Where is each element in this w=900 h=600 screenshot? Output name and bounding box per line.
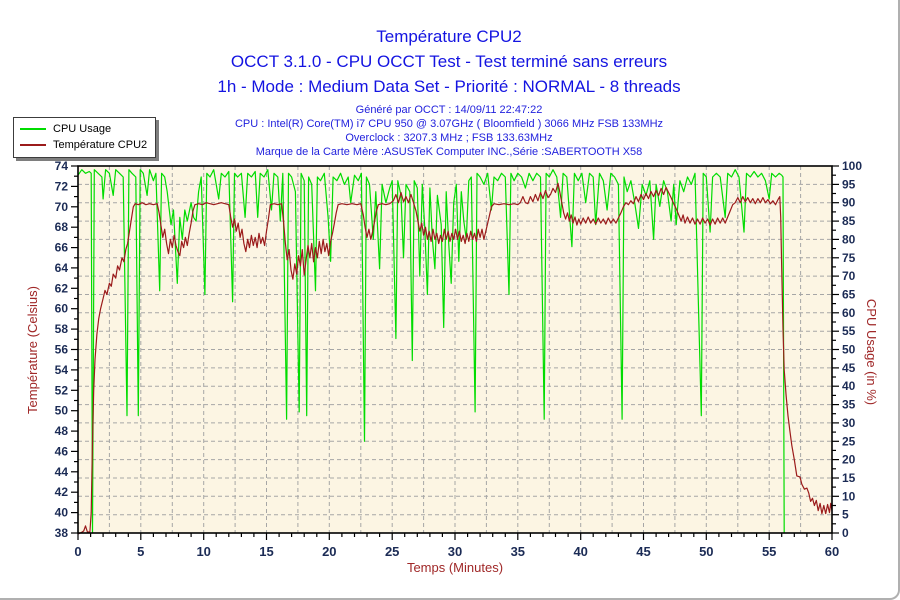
y-right-tick-label: 60 xyxy=(842,306,856,320)
y-axis-left-title: Température (Celsius) xyxy=(25,286,40,414)
y-left-tick-label: 44 xyxy=(55,465,69,479)
y-left-tick-label: 42 xyxy=(55,485,69,499)
chart-header: Température CPU2 OCCT 3.1.0 - CPU OCCT T… xyxy=(0,24,898,159)
y-right-tick-label: 70 xyxy=(842,269,856,283)
subtitle-cpu: CPU : Intel(R) Core(TM) i7 CPU 950 @ 3.0… xyxy=(234,118,664,130)
y-left-tick-label: 66 xyxy=(55,241,69,255)
legend-box: CPU Usage Température CPU2 xyxy=(13,117,157,158)
y-left-tick-label: 46 xyxy=(55,444,69,458)
x-axis-tick-label: 30 xyxy=(448,544,462,559)
y-axis-right-title: CPU Usage (in %) xyxy=(864,299,879,405)
legend-item-cpu-usage: CPU Usage xyxy=(20,121,147,137)
x-axis-tick-label: 55 xyxy=(762,544,776,559)
y-left-tick-label: 52 xyxy=(55,383,69,397)
y-left-tick-label: 62 xyxy=(55,281,69,295)
chart-series-layer xyxy=(77,169,833,535)
x-axis-tick-label: 45 xyxy=(636,544,650,559)
y-right-tick-label: 20 xyxy=(842,453,856,467)
x-axis-tick-label: 10 xyxy=(196,544,210,559)
x-axis-tick-label: 35 xyxy=(511,544,525,559)
chart-axes-layer: 0 5 10 15 20 25 30 35 40 45 50 55 603840424446485052… xyxy=(55,159,863,559)
chart-title-line-1: Température CPU2 xyxy=(376,27,522,46)
y-right-tick-label: 30 xyxy=(842,416,856,430)
y-left-tick-label: 48 xyxy=(55,424,69,438)
cpu-usage-series-line xyxy=(77,169,785,534)
temperature-series-line xyxy=(77,182,833,535)
y-right-tick-label: 25 xyxy=(842,434,856,448)
y-right-tick-label: 55 xyxy=(842,324,856,338)
y-right-tick-label: 85 xyxy=(842,214,856,228)
y-left-tick-label: 40 xyxy=(55,506,69,520)
x-axis-tick-label: 15 xyxy=(259,544,273,559)
y-left-tick-label: 50 xyxy=(55,404,69,418)
y-left-tick-label: 38 xyxy=(55,526,69,540)
y-left-tick-label: 70 xyxy=(55,200,69,214)
legend-label-temperature: Température CPU2 xyxy=(53,139,148,151)
y-left-tick-label: 68 xyxy=(55,220,69,234)
x-axis-tick-label: 60 xyxy=(825,544,839,559)
chart-title-line-3: 1h - Mode : Medium Data Set - Priorité :… xyxy=(217,77,681,96)
y-right-tick-label: 100 xyxy=(842,159,862,173)
x-axis-tick-label: 50 xyxy=(699,544,713,559)
y-left-tick-label: 56 xyxy=(55,343,69,357)
x-axis-title: Temps (Minutes) xyxy=(407,560,503,575)
y-right-tick-label: 75 xyxy=(842,251,856,265)
legend-line-swatch-red xyxy=(20,144,46,146)
chart-title-line-2: OCCT 3.1.0 - CPU OCCT Test - Test termin… xyxy=(230,52,668,71)
y-left-tick-label: 74 xyxy=(55,159,69,173)
y-right-tick-label: 80 xyxy=(842,232,856,246)
x-axis-tick-label: 5 xyxy=(137,544,144,559)
y-right-tick-label: 10 xyxy=(842,489,856,503)
x-axis-tick-label: 40 xyxy=(573,544,587,559)
y-left-tick-label: 64 xyxy=(55,261,69,275)
x-axis-tick-label: 0 xyxy=(74,544,81,559)
y-left-tick-label: 54 xyxy=(55,363,69,377)
chart-subtitle-block: Généré par OCCT : 14/09/11 22:47:22 CPU … xyxy=(0,103,898,159)
y-right-tick-label: 35 xyxy=(842,398,856,412)
subtitle-motherboard: Marque de la Carte Mère :ASUSTeK Compute… xyxy=(255,146,643,158)
y-right-tick-label: 15 xyxy=(842,471,856,485)
y-right-tick-label: 50 xyxy=(842,343,856,357)
y-right-tick-label: 0 xyxy=(842,526,849,540)
y-left-tick-label: 58 xyxy=(55,322,69,336)
y-right-tick-label: 40 xyxy=(842,379,856,393)
y-left-tick-label: 60 xyxy=(55,302,69,316)
subtitle-generated: Généré par OCCT : 14/09/11 22:47:22 xyxy=(355,104,543,116)
y-right-tick-label: 90 xyxy=(842,196,856,210)
subtitle-overclock: Overclock : 3207.3 MHz ; FSB 133.63MHz xyxy=(345,132,553,144)
legend-line-swatch-green xyxy=(20,128,46,130)
y-right-tick-label: 65 xyxy=(842,288,856,302)
legend-label-cpu-usage: CPU Usage xyxy=(53,123,112,135)
y-left-tick-label: 72 xyxy=(55,179,69,193)
y-right-tick-label: 95 xyxy=(842,177,856,191)
chart-grid-layer xyxy=(78,166,832,533)
y-right-tick-label: 45 xyxy=(842,361,856,375)
y-right-tick-label: 5 xyxy=(842,508,849,522)
x-axis-tick-label: 25 xyxy=(385,544,399,559)
legend-item-temperature: Température CPU2 xyxy=(20,137,147,153)
x-axis-tick-label: 20 xyxy=(322,544,336,559)
